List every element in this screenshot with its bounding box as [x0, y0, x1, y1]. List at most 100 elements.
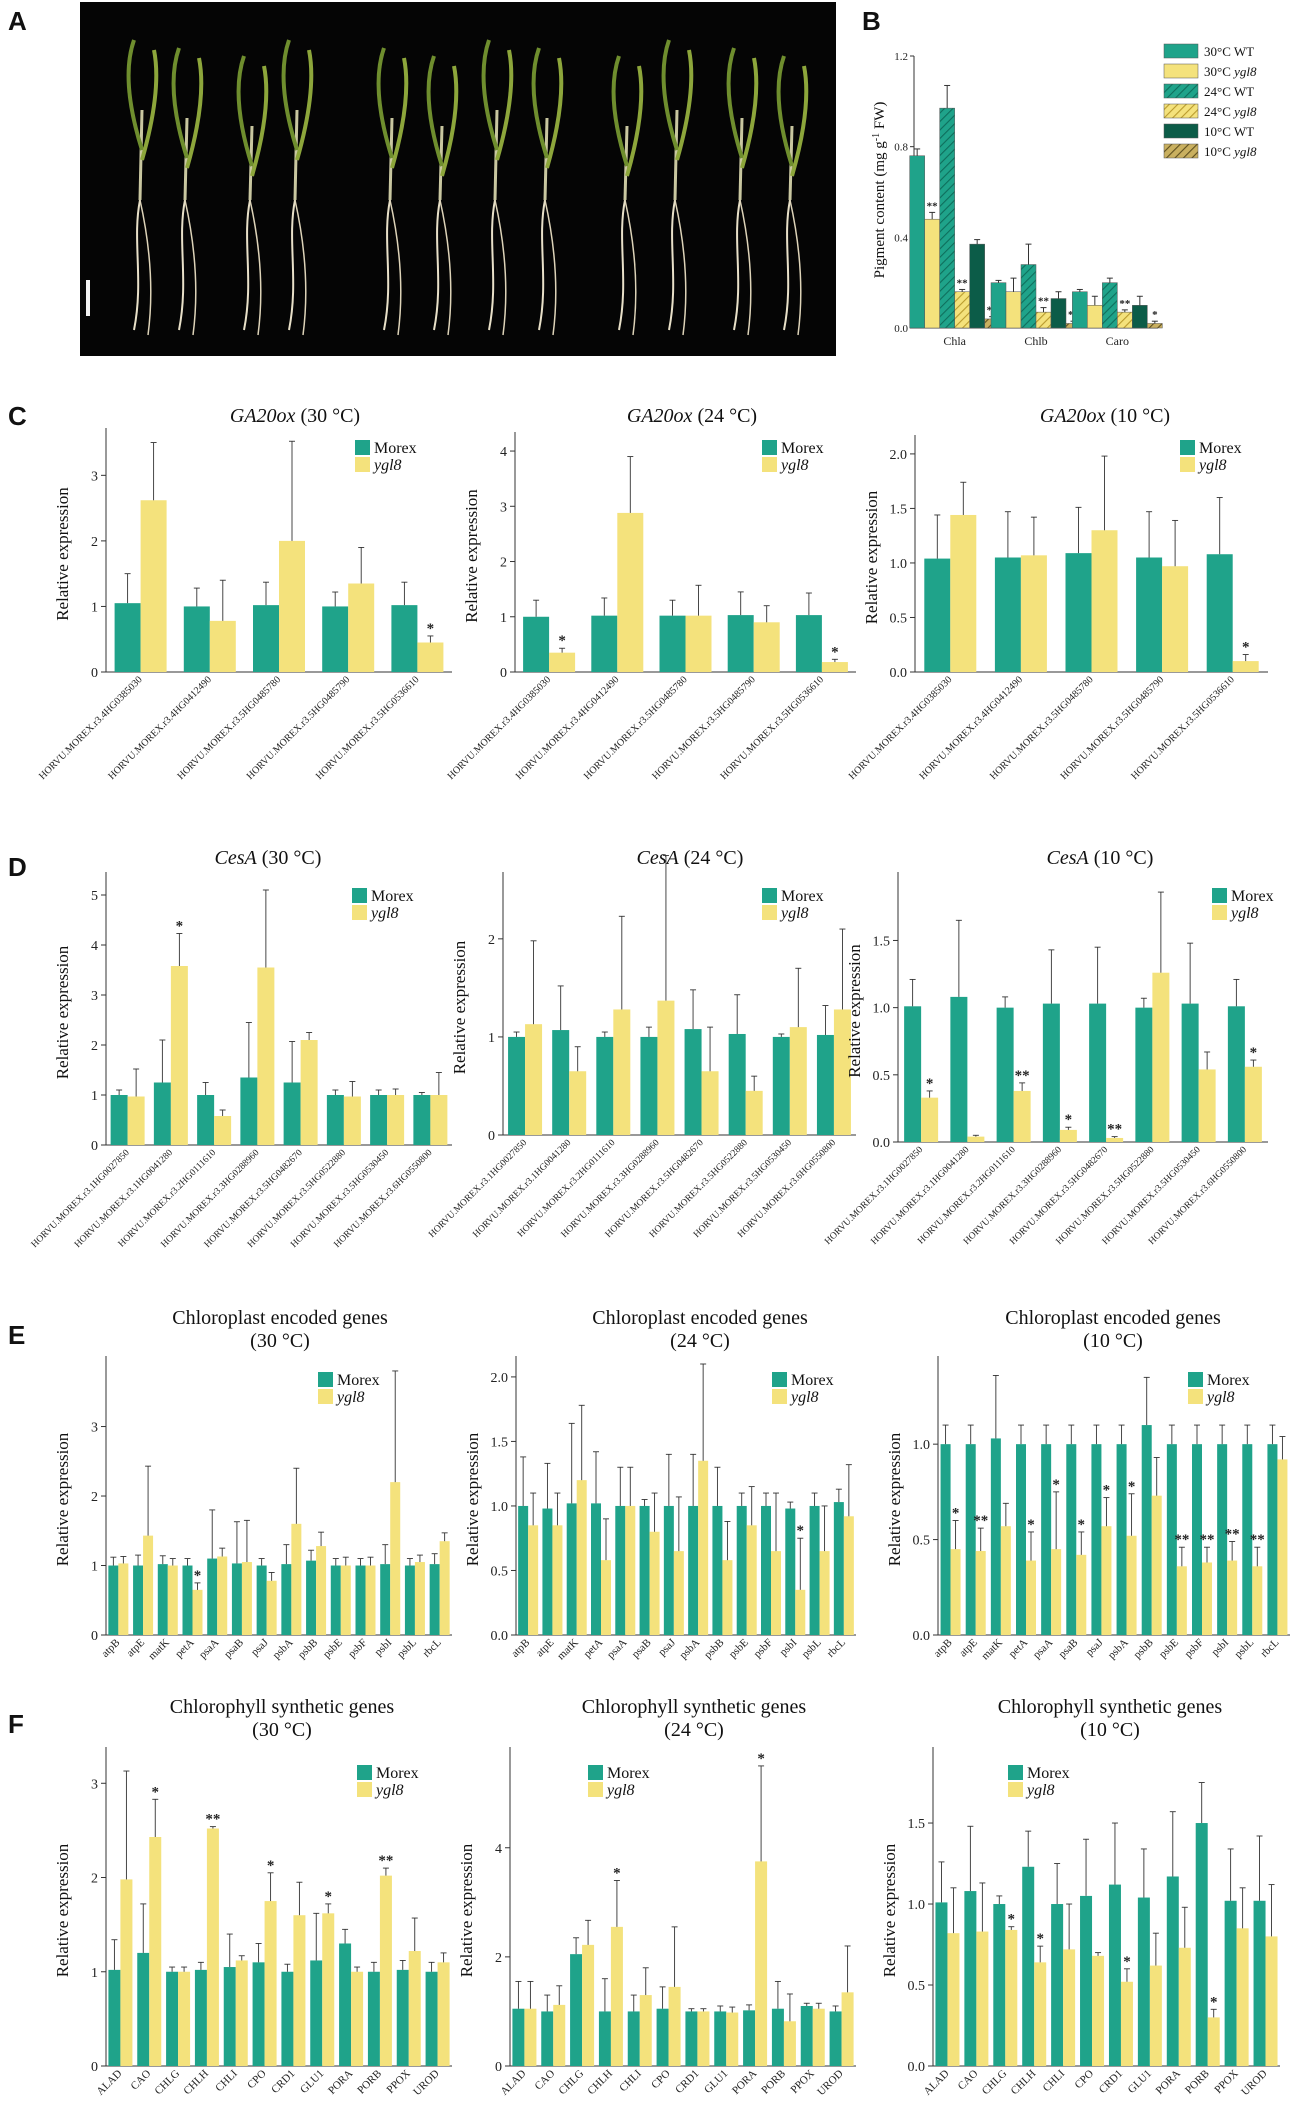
bar-ygl8 [673, 1551, 684, 1635]
bar-ygl8 [1207, 2017, 1220, 2066]
chart-b-bar [954, 291, 970, 329]
category-label: CAO [956, 2068, 981, 2093]
significance-mark: ** [1200, 1532, 1215, 1548]
bar-ygl8 [408, 1951, 421, 2066]
significance-mark: * [267, 1858, 275, 1874]
bar-ygl8 [120, 1879, 133, 2066]
category-label: psaB [630, 1637, 654, 1661]
bar-morex [640, 1036, 658, 1135]
category-label: HORVU.MOREX.r3.6HG0550800 [736, 1138, 838, 1240]
legend-label: Morex [1199, 440, 1242, 457]
bar-ygl8 [1236, 1928, 1249, 2066]
bar-morex [727, 615, 754, 672]
category-label: matK [555, 1637, 581, 1663]
chart-c1-title: GA20ox (30 °C) [230, 405, 360, 427]
bar-ygl8 [1013, 1090, 1031, 1142]
bar-ygl8 [833, 1009, 851, 1135]
ytick-label: 1 [488, 1031, 495, 1046]
significance-mark: * [176, 919, 184, 935]
bar-ygl8 [795, 1589, 806, 1635]
legend-label: ygl8 [779, 457, 809, 474]
bar-morex [591, 1503, 601, 1635]
chart-b-bar [909, 155, 925, 329]
legend-label: ygl8 [1197, 457, 1227, 474]
bar-morex [761, 1505, 771, 1635]
bar-ygl8 [639, 1995, 652, 2066]
bar-morex [542, 1508, 553, 1635]
seedling-root [783, 199, 791, 331]
bar-ygl8 [1277, 1459, 1288, 1635]
category-label: petA [582, 1637, 606, 1661]
category-label: psaA [1031, 1637, 1056, 1662]
ytick-label: 1.0 [908, 1898, 926, 1913]
ytick-label: 1.0 [873, 1002, 891, 1017]
chart-b-legend-label: 30°C WT [1204, 44, 1254, 59]
category-label: atpE [957, 1636, 980, 1659]
bar-ygl8 [1178, 1947, 1191, 2066]
bar-morex [712, 1505, 723, 1635]
bar-morex [598, 2011, 611, 2066]
category-label: PPOX [384, 2068, 412, 2096]
category-label: psaJ [249, 1636, 271, 1658]
bar-morex [110, 1095, 128, 1145]
category-label: atpB [509, 1637, 532, 1660]
ytick-label: 0 [91, 1139, 98, 1154]
category-label: psbL [800, 1636, 824, 1660]
legend-label: Morex [791, 1372, 834, 1389]
chart-b: Pigment content (mg g-1 FW) 0.0 0.4 0.8 1.2… [871, 43, 1257, 348]
bar-ygl8 [755, 1861, 768, 2066]
ytick-label: 0.0 [491, 1629, 509, 1644]
bar-morex [1253, 1900, 1266, 2066]
bar-morex [413, 1095, 431, 1145]
bar-morex [688, 1505, 699, 1635]
seedling-leaf [140, 49, 159, 161]
bar-morex [231, 1563, 242, 1635]
seedling-leaf [481, 39, 499, 151]
bar-ygl8 [1151, 1495, 1162, 1635]
bar-morex [993, 1904, 1006, 2066]
significance-mark: * [797, 1523, 805, 1539]
bar-morex [281, 1564, 292, 1635]
legend-swatch [762, 905, 777, 920]
significance-mark: * [1027, 1517, 1035, 1533]
category-label: atpB [99, 1637, 122, 1660]
legend-label: ygl8 [779, 905, 809, 922]
legend-swatch [318, 1372, 333, 1387]
bar-ygl8 [217, 1556, 228, 1635]
bar-ygl8 [118, 1563, 129, 1635]
panel-label-b: B [862, 6, 881, 36]
legend-label: ygl8 [789, 1389, 819, 1406]
category-label: rbcL [421, 1636, 444, 1659]
significance-mark: ** [378, 1853, 393, 1869]
bar-ygl8 [582, 1944, 595, 2066]
seedling-root [249, 199, 262, 336]
chart-b-bar [939, 107, 955, 329]
chart-e3-subtitle: (10 °C) [1083, 1330, 1143, 1352]
category-label: psaJ [1084, 1636, 1106, 1658]
chart-b-significance: ** [957, 277, 969, 289]
seedling-root [133, 199, 141, 331]
legend-label: ygl8 [1229, 905, 1259, 922]
bar-morex [253, 605, 279, 672]
chart-b-bar [1147, 323, 1163, 329]
category-label: psbF [346, 1637, 370, 1661]
category-label: CHLG [980, 2068, 1010, 2098]
bar-ygl8 [1051, 1549, 1062, 1635]
chart-b-legend-swatch [1163, 123, 1199, 139]
bar-ygl8 [1244, 1066, 1262, 1142]
photo-background [80, 2, 836, 356]
bar-ygl8 [1034, 1962, 1047, 2066]
bar-ygl8 [697, 2011, 710, 2066]
category-label: psbF [1182, 1637, 1206, 1661]
category-label: psaB [1056, 1637, 1080, 1661]
category-label: petA [1007, 1637, 1031, 1661]
bar-ygl8 [528, 1525, 539, 1635]
bar-ygl8 [843, 1516, 854, 1635]
chart-b-category-label: Chlb [1024, 334, 1047, 348]
ytick-label: 3 [91, 1421, 98, 1436]
legend-swatch [588, 1765, 603, 1780]
bar-morex [1108, 1884, 1121, 2066]
bar-morex [627, 2011, 640, 2066]
